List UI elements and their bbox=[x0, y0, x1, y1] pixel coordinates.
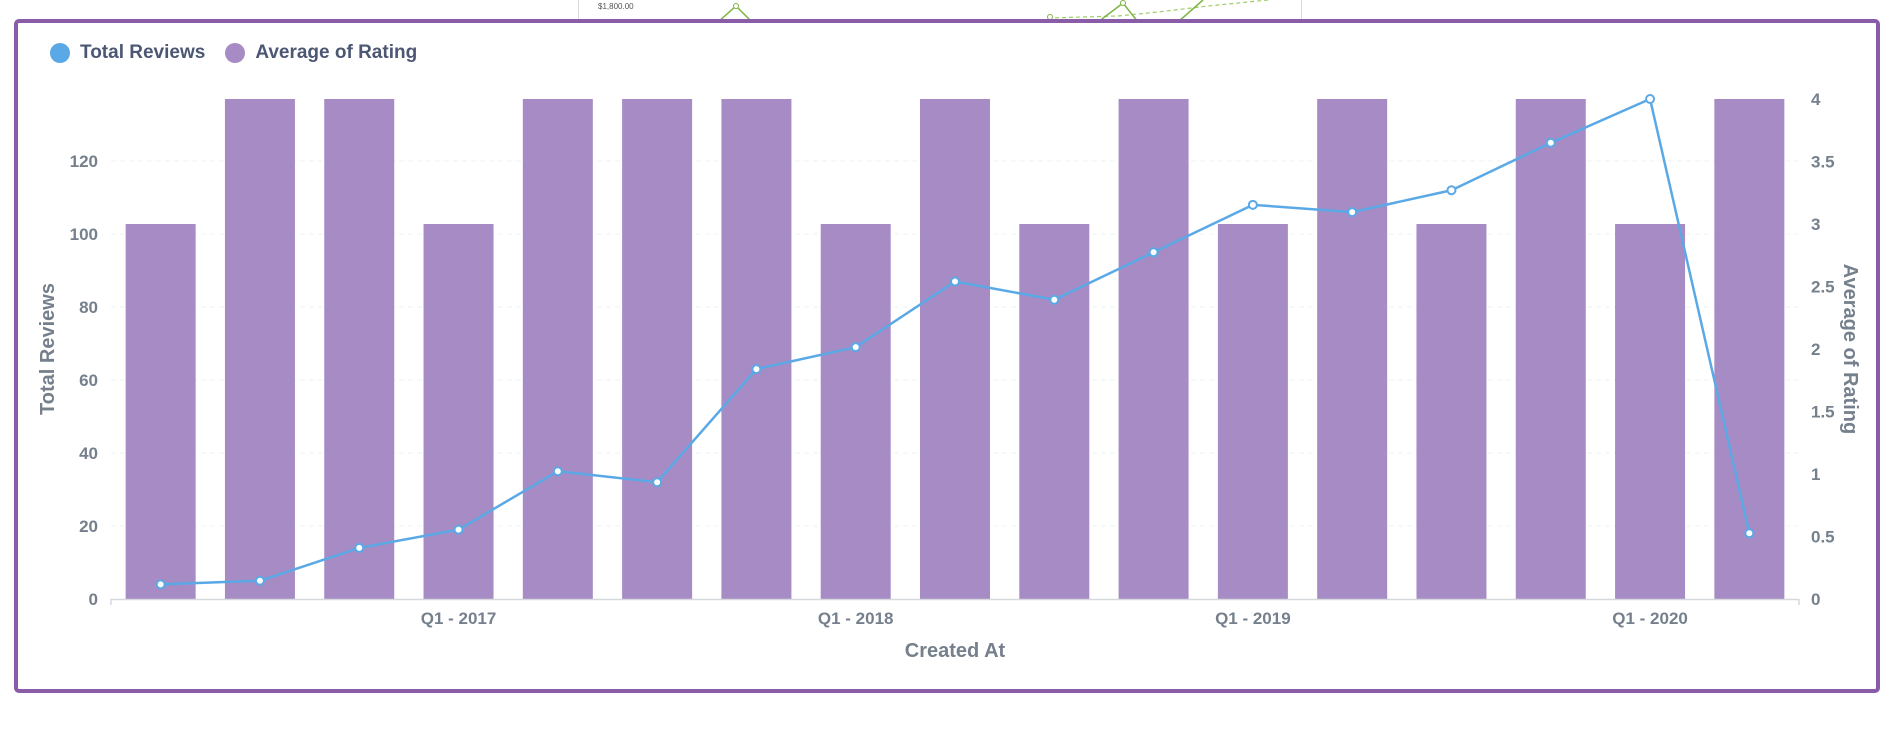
chart-card: Total Reviews Average of Rating 0 20 40 60 8… bbox=[14, 19, 1880, 693]
reviews-point bbox=[751, 364, 762, 375]
right-tick-label: 3.5 bbox=[1811, 153, 1835, 172]
reviews-point bbox=[1545, 137, 1556, 148]
right-tick-label: 4 bbox=[1811, 90, 1821, 109]
left-tick-label: 40 bbox=[79, 444, 98, 463]
x-tick-label: Q1 - 2019 bbox=[1215, 609, 1291, 628]
x-tick-label: Q1 - 2017 bbox=[421, 609, 497, 628]
rating-bar bbox=[423, 224, 494, 599]
x-tick-label: Q1 - 2020 bbox=[1612, 609, 1688, 628]
combo-chart: 0 20 40 60 80 100 120 0 0.5 1 1.5 2 2.5 3 3.5 4 Q1 - 201… bbox=[37, 90, 1861, 662]
background-tick-label: $1,800.00 bbox=[598, 2, 634, 11]
reviews-point bbox=[950, 276, 960, 287]
rating-bar bbox=[324, 99, 395, 599]
reviews-point bbox=[1247, 199, 1258, 210]
left-tick-label: 0 bbox=[89, 590, 98, 609]
x-axis-title: Created At bbox=[905, 640, 1006, 662]
reviews-point bbox=[850, 342, 861, 353]
legend-item-total-reviews[interactable]: Total Reviews bbox=[50, 42, 205, 64]
right-tick-label: 3 bbox=[1811, 215, 1820, 234]
background-chart-fragment: $1,800.00 bbox=[578, 0, 1302, 22]
rating-bar bbox=[125, 224, 196, 599]
rating-bar bbox=[224, 99, 295, 599]
left-tick-label: 100 bbox=[70, 225, 98, 244]
background-chart-frame bbox=[578, 0, 1302, 22]
rating-bar bbox=[1019, 224, 1090, 599]
left-axis-title: Total Reviews bbox=[37, 283, 59, 415]
rating-bar bbox=[721, 99, 792, 599]
reviews-point bbox=[453, 524, 464, 535]
legend: Total Reviews Average of Rating bbox=[50, 42, 417, 64]
reviews-point bbox=[1744, 528, 1755, 539]
reviews-point bbox=[652, 477, 663, 488]
reviews-point bbox=[254, 575, 265, 586]
left-tick-label: 120 bbox=[70, 152, 98, 171]
rating-bar bbox=[1515, 99, 1586, 599]
left-tick-label: 80 bbox=[79, 298, 98, 317]
rating-bar bbox=[1118, 99, 1189, 599]
background-chart-lines bbox=[717, 0, 1269, 22]
right-axis-title: Average of Rating bbox=[1839, 264, 1861, 434]
right-tick-label: 2.5 bbox=[1811, 278, 1835, 297]
legend-dot-average-rating bbox=[225, 43, 246, 63]
reviews-point bbox=[155, 579, 166, 590]
right-tick-label: 0.5 bbox=[1811, 528, 1835, 547]
legend-label-average-rating: Average of Rating bbox=[255, 42, 418, 63]
left-tick-label: 20 bbox=[79, 517, 98, 536]
left-tick-label: 60 bbox=[79, 371, 98, 390]
legend-item-average-rating[interactable]: Average of Rating bbox=[225, 42, 417, 64]
rating-bar bbox=[1714, 99, 1785, 599]
rating-bar bbox=[920, 99, 990, 599]
right-tick-label: 2 bbox=[1811, 340, 1820, 359]
rating-bar bbox=[1217, 224, 1288, 599]
reviews-point bbox=[1347, 207, 1358, 218]
rating-bar bbox=[820, 224, 891, 599]
legend-dot-total-reviews bbox=[50, 43, 70, 63]
x-tick-label: Q1 - 2018 bbox=[818, 609, 894, 628]
rating-bar bbox=[1416, 224, 1487, 599]
right-tick-label: 0 bbox=[1811, 590, 1820, 609]
rating-bar bbox=[1615, 224, 1686, 599]
reviews-point bbox=[1446, 185, 1457, 196]
reviews-point bbox=[1645, 94, 1656, 104]
reviews-point bbox=[552, 466, 563, 477]
reviews-point bbox=[1148, 247, 1159, 258]
legend-label-total-reviews: Total Reviews bbox=[80, 42, 206, 63]
right-tick-label: 1 bbox=[1811, 465, 1820, 484]
reviews-point bbox=[1049, 294, 1060, 305]
rating-bar bbox=[522, 99, 593, 599]
reviews-point bbox=[354, 542, 365, 553]
rating-bar bbox=[1317, 99, 1388, 599]
right-tick-label: 1.5 bbox=[1811, 403, 1835, 422]
rating-bar bbox=[622, 99, 693, 599]
